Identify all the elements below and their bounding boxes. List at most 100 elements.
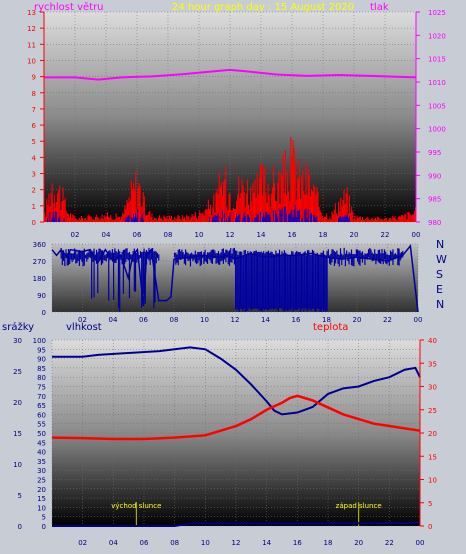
direction-spike bbox=[310, 254, 312, 311]
wind-gust-bar bbox=[127, 202, 129, 222]
wind-gust-bar bbox=[193, 216, 195, 222]
direction-spike bbox=[297, 251, 299, 310]
humidity-y-tick-label: 15 bbox=[37, 495, 46, 503]
wind-average-bar bbox=[221, 209, 223, 222]
wind-gust-bar bbox=[213, 194, 215, 222]
wind-gust-bar bbox=[297, 177, 299, 222]
direction-spike bbox=[369, 247, 371, 260]
wind-gust-bar bbox=[86, 220, 88, 222]
wind-average-bar bbox=[51, 218, 53, 222]
direction-spike bbox=[322, 250, 325, 312]
direction-spike bbox=[219, 253, 221, 265]
wind-average-bar bbox=[269, 216, 271, 222]
wind-gust-bar bbox=[150, 216, 152, 222]
sunrise-label: východ slunce bbox=[111, 502, 161, 510]
direction-x-axis-ticks: 02 04 06 08 10 12 14 16 18 20 22 00 bbox=[78, 316, 422, 324]
wind-average-bar bbox=[296, 210, 298, 222]
direction-spike bbox=[156, 253, 159, 259]
wind-gust-bar bbox=[352, 211, 354, 222]
direction-spike bbox=[113, 252, 115, 300]
wind-gust-bar bbox=[372, 219, 374, 222]
wind-y-tick-label: 10 bbox=[27, 57, 36, 65]
wind-gust-bar bbox=[166, 216, 168, 222]
wind-average-bar bbox=[249, 217, 250, 222]
direction-spike bbox=[255, 250, 257, 309]
humidity-x-tick-label: 22 bbox=[385, 539, 394, 547]
wind-average-bar bbox=[298, 209, 300, 222]
wind-gust-bar bbox=[358, 216, 360, 222]
wind-gust-bar bbox=[243, 191, 245, 222]
direction-spike bbox=[357, 249, 359, 262]
wind-gust-bar bbox=[264, 167, 266, 222]
wind-gust-bar bbox=[396, 219, 398, 222]
wind-average-bar bbox=[341, 217, 343, 222]
wind-average-bar bbox=[290, 212, 292, 222]
direction-spike bbox=[316, 252, 318, 309]
wind-average-bar bbox=[254, 217, 256, 222]
wind-gust-bar bbox=[251, 200, 253, 222]
humidity-x-tick-label: 00 bbox=[416, 539, 425, 547]
wind-average-bar bbox=[220, 217, 222, 222]
wind-average-bar bbox=[316, 216, 318, 222]
wind-average-bar bbox=[276, 213, 278, 222]
wind-x-tick-label: 02 bbox=[71, 231, 80, 239]
wind-average-bar bbox=[310, 213, 312, 222]
direction-x-tick-label: 16 bbox=[292, 316, 301, 324]
direction-x-tick-label: 10 bbox=[200, 316, 209, 324]
wind-average-bar bbox=[236, 213, 237, 222]
wind-gust-bar bbox=[263, 165, 265, 222]
humidity-y-tick-label: 55 bbox=[37, 421, 46, 429]
wind-x-tick-label: 20 bbox=[350, 231, 359, 239]
direction-spike bbox=[270, 251, 272, 310]
direction-spike bbox=[298, 252, 300, 309]
direction-spike bbox=[364, 253, 366, 265]
wind-y-tick-label: 12 bbox=[27, 25, 36, 33]
wind-average-bar bbox=[131, 218, 133, 222]
wind-gust-bar bbox=[112, 219, 114, 222]
wind-average-bar bbox=[275, 210, 277, 222]
direction-spike bbox=[75, 249, 77, 264]
wind-gust-bar bbox=[344, 203, 346, 222]
wind-average-bar bbox=[315, 217, 317, 222]
wind-gust-bar bbox=[51, 183, 53, 222]
rain-y-tick-label: 0 bbox=[18, 523, 22, 531]
direction-x-tick-label: 22 bbox=[383, 316, 392, 324]
direction-spike bbox=[245, 253, 248, 311]
direction-spike bbox=[320, 252, 322, 312]
wind-gust-bar bbox=[177, 215, 179, 222]
wind-gust-bar bbox=[126, 200, 128, 222]
humidity-x-tick-label: 02 bbox=[78, 539, 87, 547]
wind-gust-bar bbox=[188, 215, 190, 222]
humidity-y-tick-label: 90 bbox=[37, 356, 46, 364]
wind-gust-bar bbox=[289, 200, 291, 222]
direction-spike bbox=[365, 253, 367, 259]
pressure-y-tick-label: 990 bbox=[428, 172, 441, 180]
wind-gust-bar bbox=[374, 217, 377, 222]
direction-spike bbox=[221, 248, 223, 261]
wind-gust-bar bbox=[373, 219, 375, 222]
direction-spike bbox=[83, 248, 85, 266]
direction-spike bbox=[183, 254, 185, 264]
direction-spike bbox=[294, 252, 296, 311]
wind-average-bar bbox=[244, 216, 246, 222]
wind-gust-bar bbox=[241, 179, 243, 222]
direction-spike bbox=[106, 253, 109, 259]
direction-x-tick-label: 04 bbox=[109, 316, 118, 324]
wind-gust-bar bbox=[196, 219, 199, 222]
wind-y-tick-label: 6 bbox=[32, 122, 37, 130]
wind-gust-bar bbox=[108, 216, 110, 222]
direction-spike bbox=[182, 252, 184, 259]
direction-spike bbox=[271, 252, 273, 309]
wind-x-axis-ticks: 02 04 06 08 10 12 14 16 18 20 22 00 bbox=[71, 231, 421, 239]
wind-gust-bar bbox=[141, 205, 143, 222]
direction-spike bbox=[117, 249, 120, 308]
direction-spike bbox=[95, 249, 98, 264]
direction-spike bbox=[324, 254, 326, 310]
wind-gust-bar bbox=[170, 215, 173, 222]
wind-gust-bar bbox=[200, 213, 202, 222]
direction-spike bbox=[342, 255, 344, 260]
wind-gust-bar bbox=[180, 219, 182, 222]
wind-average-bar bbox=[288, 214, 290, 222]
direction-spike bbox=[66, 253, 68, 266]
sunset-label: západ slunce bbox=[336, 502, 382, 510]
